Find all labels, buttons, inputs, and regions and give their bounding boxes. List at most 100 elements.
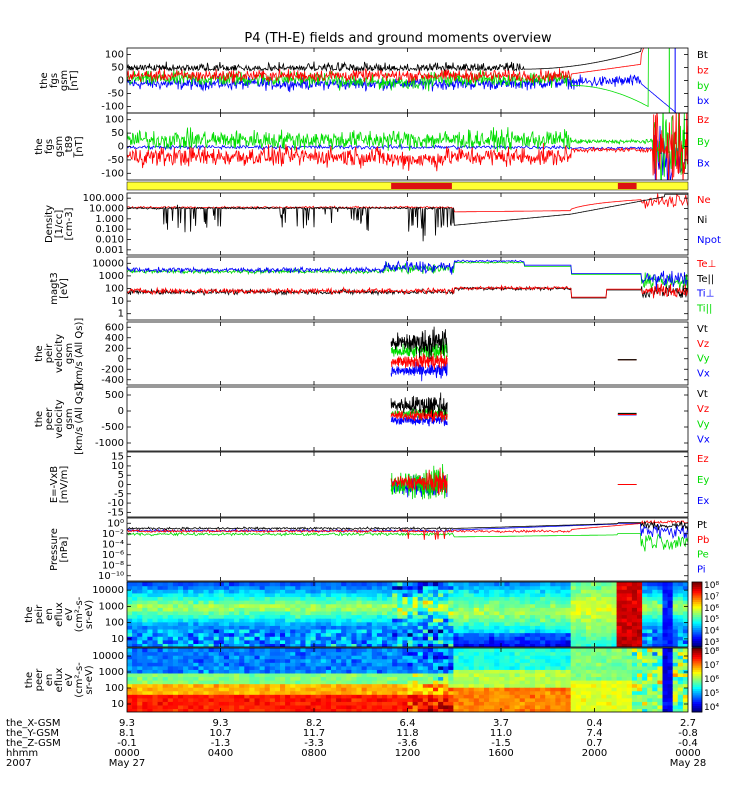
spec-cell [300, 651, 307, 656]
spec-cell [310, 585, 317, 590]
spec-cell [218, 625, 225, 630]
spec-cell [234, 669, 240, 674]
spec-cell [427, 655, 434, 660]
spec-cell [677, 621, 684, 626]
spec-cell [193, 662, 199, 667]
spec-cell [535, 585, 541, 590]
colorbar-cell [692, 697, 702, 700]
spec-cell [478, 585, 485, 590]
spec-cell [361, 592, 368, 598]
spec-cell [611, 632, 618, 637]
spec-cell [376, 672, 383, 678]
colorbar-cell [692, 705, 702, 709]
spec-cell [606, 618, 613, 623]
spec-cell [249, 648, 256, 653]
spec-cell [290, 690, 296, 695]
spec-cell [387, 589, 393, 594]
spec-cell [560, 582, 567, 587]
spec-cell [269, 690, 276, 695]
spec-cell [336, 704, 342, 710]
spec-cell [264, 636, 271, 641]
spec-cell [218, 632, 225, 637]
spec-cell [397, 683, 403, 688]
spec-cell [382, 662, 388, 667]
spec-cell [178, 694, 184, 699]
spec-cell [249, 643, 256, 647]
spec-cell [570, 628, 577, 634]
spec-cell [310, 676, 317, 681]
spec-cell [178, 639, 184, 644]
spec-cell [458, 596, 465, 601]
spec-cell [280, 687, 286, 692]
spec-cell [591, 676, 597, 681]
spec-cell [611, 610, 618, 616]
spec-cell [667, 621, 674, 626]
spec-cell [387, 687, 393, 692]
spec-cell [397, 596, 403, 601]
spec-cell [346, 610, 352, 616]
spec-cell [127, 592, 133, 598]
spec-cell [586, 665, 592, 670]
spec-cell [642, 636, 648, 641]
spec-cell [540, 639, 546, 644]
spec-cell [626, 628, 633, 634]
spec-cell [596, 618, 602, 623]
spec-cell [468, 592, 475, 598]
panel-frame-density [126, 192, 689, 256]
spec-cell [626, 632, 633, 637]
y-axis-label: (cm²-s- [74, 662, 85, 698]
spec-cell [570, 662, 577, 667]
spec-cell [550, 704, 556, 710]
spec-cell [489, 701, 495, 706]
spec-cell [218, 669, 225, 674]
spec-cell [203, 658, 210, 663]
spec-cell [504, 655, 511, 660]
colorbar-cell [692, 636, 702, 639]
spec-cell [274, 596, 281, 601]
spec-cell [280, 618, 286, 623]
spec-cell [453, 618, 460, 623]
spec-cell [315, 651, 322, 656]
spec-cell [203, 683, 210, 688]
spec-cell [188, 690, 194, 695]
colorbar-cell [692, 588, 702, 592]
spec-cell [565, 704, 572, 710]
spec-cell [621, 596, 628, 601]
spec-cell [591, 662, 597, 667]
spec-cell [509, 701, 516, 706]
spec-cell [611, 625, 618, 630]
spec-cell [234, 607, 240, 612]
spec-cell [519, 708, 526, 712]
spec-cell [239, 618, 245, 623]
spec-cell [361, 662, 368, 667]
spec-cell [575, 680, 582, 685]
spec-cell [336, 603, 342, 608]
spec-cell [611, 658, 618, 663]
spec-cell [341, 658, 347, 663]
spec-cell [652, 704, 658, 710]
spec-cell [376, 596, 383, 601]
spec-cell [535, 658, 541, 663]
spec-cell [545, 585, 551, 590]
spec-cell [672, 651, 679, 656]
spec-cell [489, 628, 495, 634]
colorbar-cell [692, 610, 702, 613]
spec-cell [132, 592, 138, 598]
spec-cell [397, 643, 403, 647]
spec-cell [269, 596, 276, 601]
spec-cell [239, 669, 245, 674]
spec-cell [157, 628, 164, 634]
spec-cell [611, 697, 618, 702]
spec-cell [540, 628, 546, 634]
spec-cell [580, 589, 587, 594]
spec-cell [550, 687, 556, 692]
spec-cell [315, 643, 322, 647]
spec-cell [657, 669, 664, 674]
spec-cell [325, 669, 332, 674]
spec-cell [132, 607, 138, 612]
spec-cell [662, 658, 669, 663]
spec-cell [142, 632, 148, 637]
spec-cell [269, 636, 276, 641]
spec-cell [351, 585, 358, 590]
spec-cell [647, 655, 653, 660]
